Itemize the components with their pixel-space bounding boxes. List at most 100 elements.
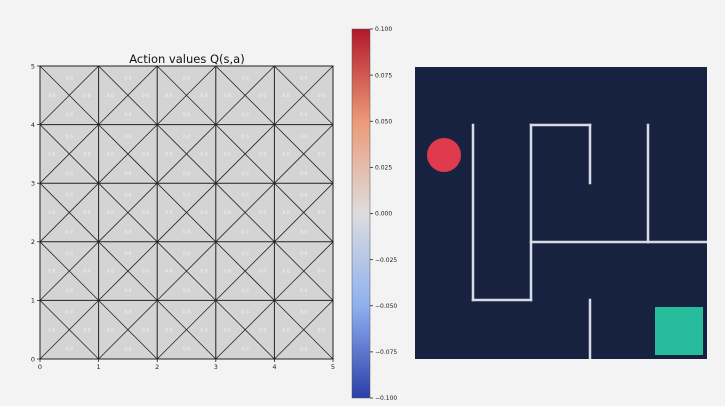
cell-value: 0.0 xyxy=(124,171,131,177)
cell-value: 0.0 xyxy=(183,193,190,199)
cell-diagonal xyxy=(274,182,334,243)
cell-value: 0.0 xyxy=(183,229,190,235)
y-tick-label: 2 xyxy=(31,238,35,246)
colorbar-tick-label: −0.050 xyxy=(375,303,397,310)
cell-value: 0.0 xyxy=(259,93,266,99)
cell-value: 0.0 xyxy=(165,327,172,333)
cell-value: 0.0 xyxy=(224,327,231,333)
colorbar-tick-label: 0.050 xyxy=(375,118,392,125)
cell-value: 0.0 xyxy=(259,269,266,275)
cell-value: 0.0 xyxy=(200,327,207,333)
cell-value: 0.0 xyxy=(300,229,307,235)
x-tick-label: 5 xyxy=(331,363,335,371)
cell-diagonal xyxy=(39,300,99,360)
goal-icon xyxy=(655,307,703,355)
cell-value: 0.0 xyxy=(142,269,149,275)
cell-value: 0.0 xyxy=(241,112,248,118)
cell-diagonal xyxy=(156,300,217,360)
cell-value: 0.0 xyxy=(241,193,248,199)
cell-diagonal xyxy=(39,241,99,301)
cell-value: 0.0 xyxy=(300,193,307,199)
cell-value: 0.0 xyxy=(48,210,55,216)
q-value-plot: Action values Q(s,a) 0.00.0 0.00.00.00.0 0… xyxy=(31,26,398,402)
y-tick-label: 0 xyxy=(31,355,35,363)
cell-value: 0.0 xyxy=(241,229,248,235)
maze-view xyxy=(415,67,707,359)
colorbar-tick-label: −0.100 xyxy=(375,395,397,402)
cell-value: 0.0 xyxy=(241,251,248,257)
y-axis: 0 1 2 3 4 5 xyxy=(31,62,40,363)
x-tick-label: 3 xyxy=(214,363,218,371)
colorbar-tick-label: 0.100 xyxy=(375,26,392,33)
cell-value: 0.0 xyxy=(124,193,131,199)
cell-value: 0.0 xyxy=(241,288,248,294)
cell-diagonal xyxy=(156,124,217,184)
cell-value: 0.0 xyxy=(66,171,73,177)
cell-diagonal xyxy=(215,300,275,360)
x-tick-label: 2 xyxy=(155,363,159,371)
cell-diagonal xyxy=(156,65,217,125)
cell-value: 0.0 xyxy=(142,210,149,216)
cell-value: 0.0 xyxy=(83,210,90,216)
cell-diagonal xyxy=(215,65,275,125)
agent-icon xyxy=(427,138,461,172)
cell-value: 0.0 xyxy=(183,75,190,81)
cell-value: 0.0 xyxy=(200,93,207,99)
cell-value: 0.0 xyxy=(318,152,325,158)
cell-value: 0.0 xyxy=(66,251,73,257)
cell-value: 0.0 xyxy=(282,269,289,275)
cell-value: 0.0 xyxy=(107,269,114,275)
cell-value: 0.0 xyxy=(318,269,325,275)
grid-lines xyxy=(39,65,334,360)
cell-value: 0.0 xyxy=(124,134,131,140)
cell-diagonal xyxy=(215,182,275,243)
cell-value: 0.0 xyxy=(124,112,131,118)
cell-value: 0.0 xyxy=(165,269,172,275)
cell-diagonal xyxy=(98,241,158,301)
cell-diagonal xyxy=(39,65,99,125)
cell-value: 0.0 xyxy=(300,75,307,81)
cell-value: 0.0 xyxy=(300,171,307,177)
plot-title: Action values Q(s,a) xyxy=(129,52,244,66)
cell-value: 0.0 xyxy=(165,152,172,158)
cell-value: 0.0 xyxy=(124,310,131,316)
cell-value: 0.0 xyxy=(224,210,231,216)
cell-value: 0.0 xyxy=(259,210,266,216)
cell-value: 0.0 xyxy=(200,152,207,158)
colorbar-tick-label: −0.075 xyxy=(375,349,397,356)
cell-value: 0.0 xyxy=(165,210,172,216)
cell-value: 0.0 xyxy=(165,93,172,99)
cell-value: 0.0 xyxy=(241,75,248,81)
cell-value: 0.0 xyxy=(66,193,73,199)
cell-value: 0.0 xyxy=(224,93,231,99)
cell-value: 0.0 xyxy=(107,152,114,158)
cell-value: 0.0 xyxy=(300,347,307,353)
y-tick-label: 3 xyxy=(31,180,35,188)
cell-value: 0.0 xyxy=(83,152,90,158)
cell-value: 0.0 xyxy=(48,269,55,275)
y-tick-label: 1 xyxy=(31,297,35,305)
cell-value: 0.0 xyxy=(183,288,190,294)
cell-value: 0.0 xyxy=(124,288,131,294)
cell-diagonal xyxy=(39,182,99,243)
cell-value: 0.0 xyxy=(83,269,90,275)
cell-value: 0.0 xyxy=(66,347,73,353)
cell-value: 0.0 xyxy=(300,310,307,316)
cell-value: 0.0 xyxy=(66,134,73,140)
y-tick-label: 4 xyxy=(31,121,35,129)
cell-value: 0.0 xyxy=(282,93,289,99)
colorbar-tick-label: 0.025 xyxy=(375,165,392,172)
cell-diagonal xyxy=(156,182,217,243)
cell-value: 0.0 xyxy=(107,327,114,333)
cell-value: 0.0 xyxy=(300,288,307,294)
cell-diagonal xyxy=(98,124,158,184)
cell-value: 0.0 xyxy=(107,93,114,99)
cell-value: 0.0 xyxy=(224,152,231,158)
cell-diagonal xyxy=(98,300,158,360)
cell-diagonal xyxy=(215,241,275,301)
cell-value: 0.0 xyxy=(318,327,325,333)
cell-value: 0.0 xyxy=(224,269,231,275)
cell-value: 0.0 xyxy=(241,171,248,177)
colorbar-tick-label: 0.075 xyxy=(375,72,392,79)
colorbar-tick-label: 0.000 xyxy=(375,211,392,218)
